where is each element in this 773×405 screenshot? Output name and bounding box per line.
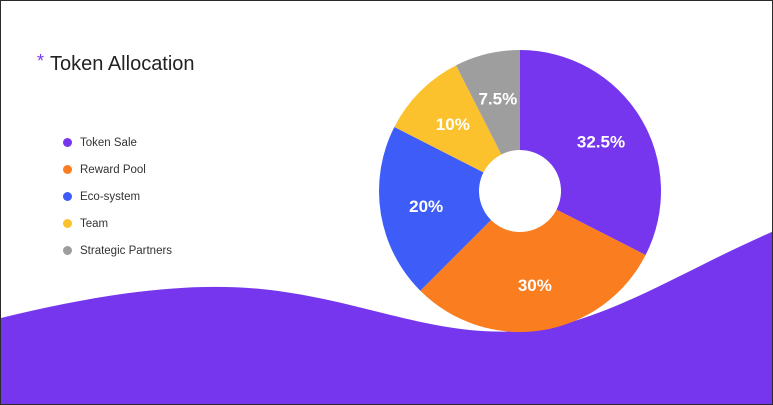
pie-slice bbox=[455, 50, 520, 155]
legend-label: Team bbox=[80, 217, 109, 230]
legend-label: Token Sale bbox=[80, 136, 137, 149]
slice-label: 10% bbox=[436, 115, 470, 134]
title-marker: * bbox=[37, 51, 45, 71]
legend-item: Reward Pool bbox=[63, 156, 172, 183]
slice-label: 30% bbox=[518, 276, 552, 295]
legend-swatch bbox=[63, 138, 72, 147]
legend-swatch bbox=[63, 165, 72, 174]
title-text: Token Allocation bbox=[50, 53, 195, 75]
slice-label: 20% bbox=[409, 197, 443, 216]
pie-slice bbox=[520, 50, 661, 256]
legend-swatch bbox=[63, 246, 72, 255]
legend-item: Eco-system bbox=[63, 183, 172, 210]
legend: Token Sale Reward Pool Eco-system Team Strat… bbox=[63, 129, 172, 264]
legend-label: Reward Pool bbox=[80, 163, 146, 176]
legend-label: Strategic Partners bbox=[80, 244, 173, 257]
slice-label: 32.5% bbox=[577, 132, 625, 151]
pie-slice bbox=[379, 126, 492, 291]
legend-label: Eco-system bbox=[80, 190, 141, 203]
chart-title: * Token Allocation bbox=[37, 51, 195, 76]
legend-item: Strategic Partners bbox=[63, 237, 172, 264]
legend-item: Team bbox=[63, 210, 172, 237]
legend-swatch bbox=[63, 192, 72, 201]
legend-item: Token Sale bbox=[63, 129, 172, 156]
pie-slice bbox=[394, 65, 502, 173]
legend-swatch bbox=[63, 219, 72, 228]
pie-slice bbox=[420, 209, 646, 332]
slice-label: 7.5% bbox=[478, 90, 517, 109]
